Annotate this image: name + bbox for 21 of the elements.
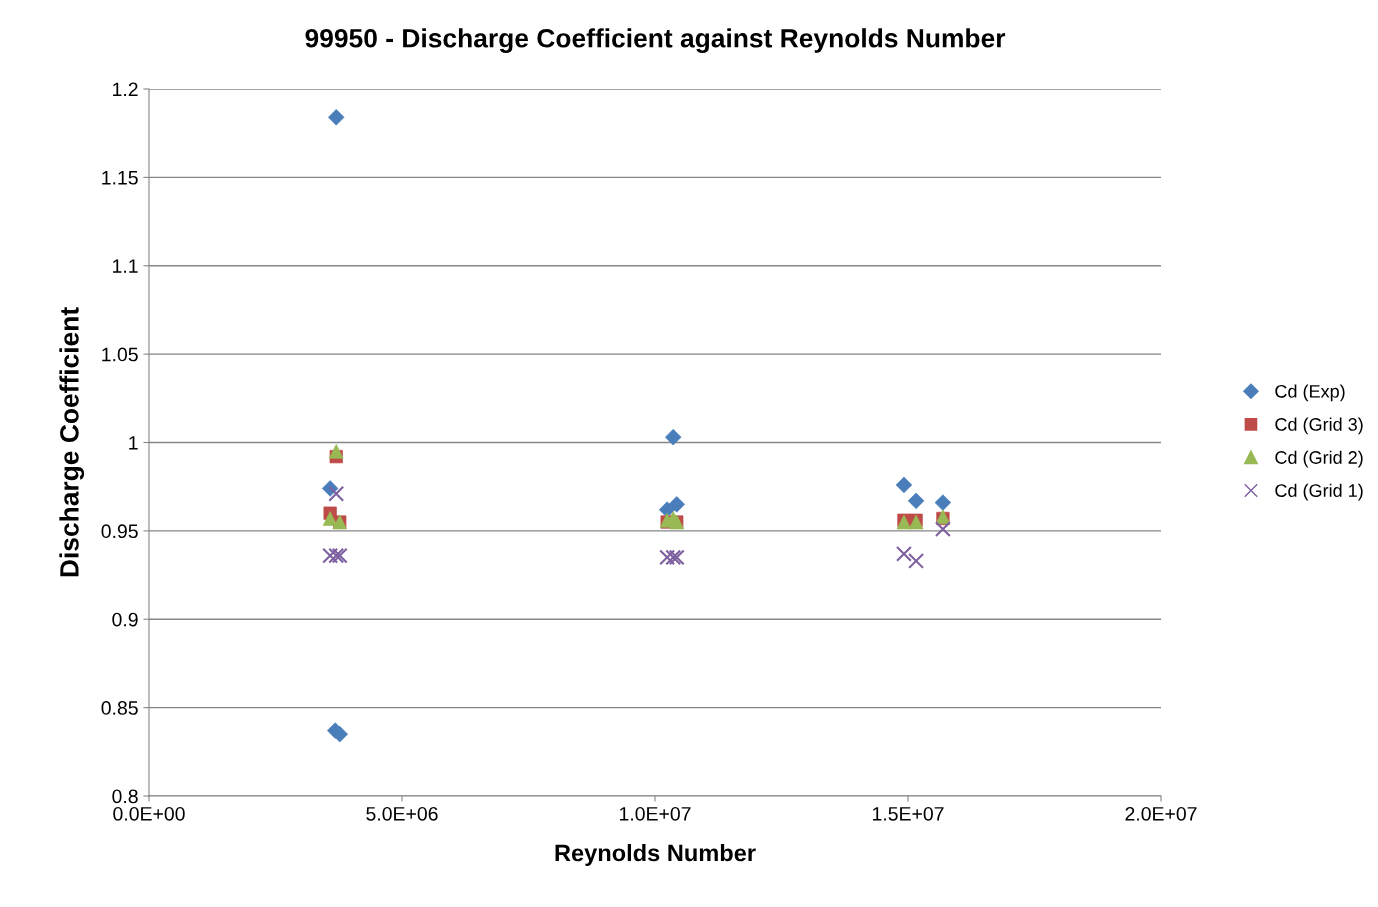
- y-tick-label: 1.15: [102, 171, 138, 185]
- y-axis-title: Discharge Coefficient: [59, 307, 85, 577]
- y-tick-label: 0.9: [112, 612, 138, 627]
- y-tick-label: 0.85: [101, 701, 138, 715]
- y-tick-label: 0.8: [112, 789, 138, 804]
- legend-label: Cd (Grid 2): [1275, 450, 1363, 468]
- y-tick-label: 0.95: [101, 524, 138, 539]
- chart-title: 99950 - Discharge Coefficient against Reynolds Number: [305, 28, 1006, 53]
- legend-label: Cd (Grid 3): [1275, 417, 1363, 435]
- x-tick-label: 1.0E+07: [619, 806, 691, 821]
- x-tick-label: 0.0E+00: [113, 806, 185, 821]
- x-axis-title: Reynolds Number: [555, 843, 756, 866]
- y-tick-label: 1.05: [102, 347, 138, 362]
- legend-label: Cd (Exp): [1275, 384, 1345, 402]
- x-tick-label: 1.5E+07: [872, 806, 944, 821]
- y-tick-label: 1.1: [113, 259, 138, 273]
- y-tick-label: 1.2: [113, 82, 138, 97]
- x-tick-label: 2.0E+07: [1125, 806, 1197, 821]
- x-tick-label: 5.0E+06: [366, 806, 438, 821]
- legend-label: Cd (Grid 1): [1275, 483, 1363, 501]
- y-tick-label: 1: [129, 436, 138, 450]
